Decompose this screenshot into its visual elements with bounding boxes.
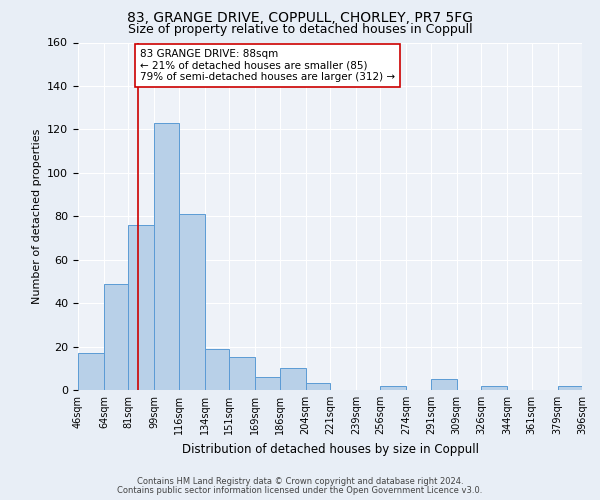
Bar: [557, 386, 582, 390]
Text: 83 GRANGE DRIVE: 88sqm
← 21% of detached houses are smaller (85)
79% of semi-det: 83 GRANGE DRIVE: 88sqm ← 21% of detached…: [140, 49, 395, 82]
Bar: [179, 214, 205, 390]
Y-axis label: Number of detached properties: Number of detached properties: [32, 128, 41, 304]
Bar: [380, 386, 406, 390]
Bar: [78, 353, 104, 390]
Bar: [205, 348, 229, 390]
Bar: [154, 123, 179, 390]
Bar: [305, 384, 330, 390]
Bar: [104, 284, 128, 390]
Bar: [431, 379, 457, 390]
Bar: [280, 368, 305, 390]
Text: Contains public sector information licensed under the Open Government Licence v3: Contains public sector information licen…: [118, 486, 482, 495]
Bar: [128, 225, 154, 390]
X-axis label: Distribution of detached houses by size in Coppull: Distribution of detached houses by size …: [182, 442, 479, 456]
Bar: [481, 386, 507, 390]
Text: 83, GRANGE DRIVE, COPPULL, CHORLEY, PR7 5FG: 83, GRANGE DRIVE, COPPULL, CHORLEY, PR7 …: [127, 11, 473, 25]
Text: Size of property relative to detached houses in Coppull: Size of property relative to detached ho…: [128, 22, 472, 36]
Bar: [229, 358, 255, 390]
Text: Contains HM Land Registry data © Crown copyright and database right 2024.: Contains HM Land Registry data © Crown c…: [137, 477, 463, 486]
Bar: [255, 377, 280, 390]
